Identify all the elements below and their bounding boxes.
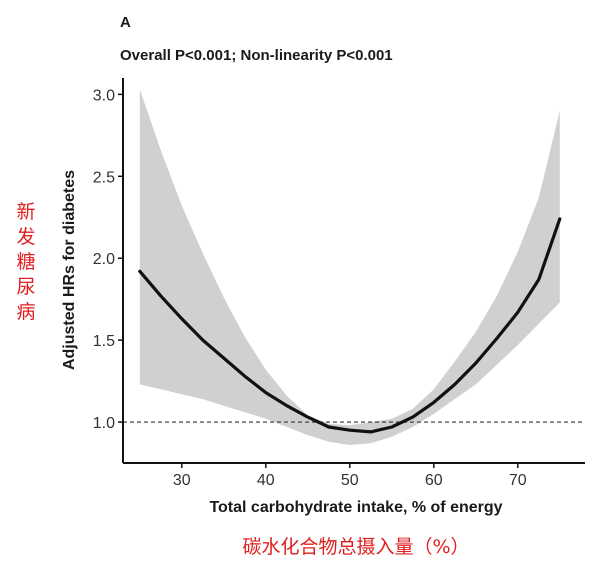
y-tick-label: 1.5 xyxy=(93,333,115,350)
y-axis-title: Adjusted HRs for diabetes xyxy=(61,170,78,370)
y-tick-label: 2.5 xyxy=(93,169,115,186)
x-tick-label: 70 xyxy=(509,472,527,489)
y-tick-label: 1.0 xyxy=(93,415,115,432)
y-annotation-char: 发 xyxy=(16,226,35,248)
x-axis-title: Total carbohydrate intake, % of energy xyxy=(209,499,502,516)
y-annotation-char: 尿 xyxy=(16,276,35,298)
y-axis-ticks: 1.0 1.5 2.0 2.5 3.0 xyxy=(93,87,123,432)
y-tick-label: 3.0 xyxy=(93,87,115,104)
y-annotation-char: 病 xyxy=(16,301,35,323)
x-tick-label: 40 xyxy=(257,472,275,489)
y-annotation: 新 发 糖 尿 病 xyxy=(16,201,35,323)
y-tick-label: 2.0 xyxy=(93,251,115,268)
y-annotation-char: 糖 xyxy=(16,251,35,273)
hazard-ratio-curve xyxy=(138,217,562,434)
x-tick-label: 30 xyxy=(173,472,191,489)
x-tick-label: 60 xyxy=(425,472,443,489)
confidence-band xyxy=(139,89,560,445)
x-axis-ticks: 30 40 50 60 70 xyxy=(173,463,527,489)
x-annotation: 碳水化合物总摄入量（%） xyxy=(242,536,469,558)
panel-label: A xyxy=(120,14,131,31)
chart-subtitle: Overall P<0.001; Non-linearity P<0.001 xyxy=(120,47,393,64)
y-annotation-char: 新 xyxy=(16,201,35,223)
plot-area xyxy=(123,89,585,445)
x-tick-label: 50 xyxy=(341,472,359,489)
